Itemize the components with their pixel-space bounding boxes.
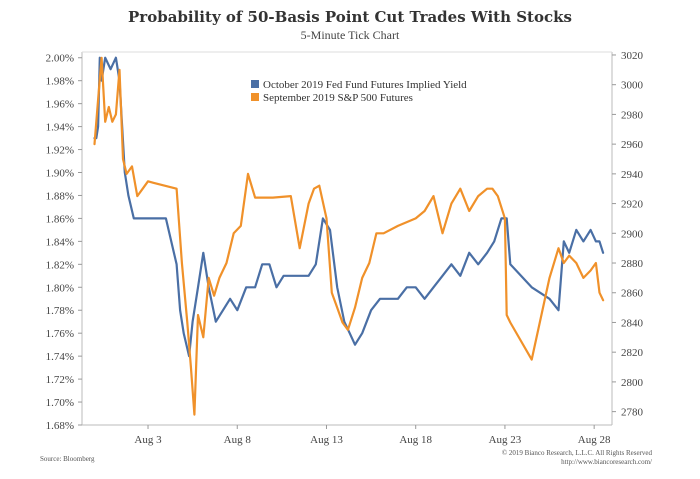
right-tick-label: 2820 <box>621 347 644 359</box>
x-tick-label: Aug 18 <box>399 434 432 446</box>
left-tick-label: 1.76% <box>46 328 74 340</box>
legend-swatch-fed-funds <box>251 80 259 88</box>
website-link[interactable]: http://www.biancoresearch.com/ <box>561 458 652 466</box>
left-tick-label: 1.98% <box>46 76 74 88</box>
chart-subtitle: 5-Minute Tick Chart <box>300 28 400 42</box>
left-tick-label: 1.82% <box>46 259 74 271</box>
right-tick-label: 2800 <box>621 377 644 389</box>
left-axis-ticks: 1.68% 1.70% 1.72% 1.74% 1.76% 1.78% 1.80% 1.82%… <box>46 53 82 432</box>
left-tick-label: 1.90% <box>46 168 74 180</box>
right-tick-label: 3020 <box>621 50 644 62</box>
right-tick-label: 2960 <box>621 139 644 151</box>
legend-swatch-sp500 <box>251 93 259 101</box>
right-tick-label: 2940 <box>621 169 644 181</box>
left-tick-label: 1.74% <box>46 351 74 363</box>
right-tick-label: 2860 <box>621 288 644 300</box>
right-tick-label: 2780 <box>621 407 644 419</box>
left-tick-label: 1.70% <box>46 397 74 409</box>
copyright-note: © 2019 Bianco Research, L.L.C. All Right… <box>501 449 652 457</box>
left-tick-label: 1.88% <box>46 190 74 202</box>
left-tick-label: 1.78% <box>46 305 74 317</box>
x-tick-label: Aug 8 <box>224 434 252 446</box>
chart-title: Probability of 50-Basis Point Cut Trades… <box>128 8 572 26</box>
left-tick-label: 2.00% <box>46 53 74 65</box>
x-tick-label: Aug 13 <box>310 434 343 446</box>
x-tick-label: Aug 3 <box>134 434 162 446</box>
left-tick-label: 1.80% <box>46 282 74 294</box>
x-axis-ticks: Aug 3 Aug 8 Aug 13 Aug 18 Aug 23 Aug 28 <box>134 425 611 446</box>
left-tick-label: 1.96% <box>46 99 74 111</box>
left-tick-label: 1.86% <box>46 213 74 225</box>
legend: October 2019 Fed Fund Futures Implied Yi… <box>251 79 467 104</box>
right-tick-label: 2920 <box>621 199 644 211</box>
left-tick-label: 1.94% <box>46 122 74 134</box>
left-tick-label: 1.72% <box>46 374 74 386</box>
left-tick-label: 1.84% <box>46 236 74 248</box>
right-axis-ticks: 2780 2800 2820 2840 2860 2880 2900 2920 2940 2960… <box>612 50 644 419</box>
x-tick-label: Aug 23 <box>489 434 522 446</box>
right-tick-label: 2880 <box>621 258 644 270</box>
series-sp500-line <box>93 56 605 416</box>
right-tick-label: 2980 <box>621 109 644 121</box>
series-layer <box>93 56 605 416</box>
legend-label-fed-funds: October 2019 Fed Fund Futures Implied Yi… <box>263 79 467 91</box>
left-tick-label: 1.92% <box>46 145 74 157</box>
legend-label-sp500: September 2019 S&P 500 Futures <box>263 92 413 104</box>
left-tick-label: 1.68% <box>46 420 74 432</box>
right-tick-label: 3000 <box>621 80 644 92</box>
right-tick-label: 2900 <box>621 228 644 240</box>
source-note: Source: Bloomberg <box>40 455 95 463</box>
x-tick-label: Aug 28 <box>578 434 611 446</box>
right-tick-label: 2840 <box>621 317 644 329</box>
